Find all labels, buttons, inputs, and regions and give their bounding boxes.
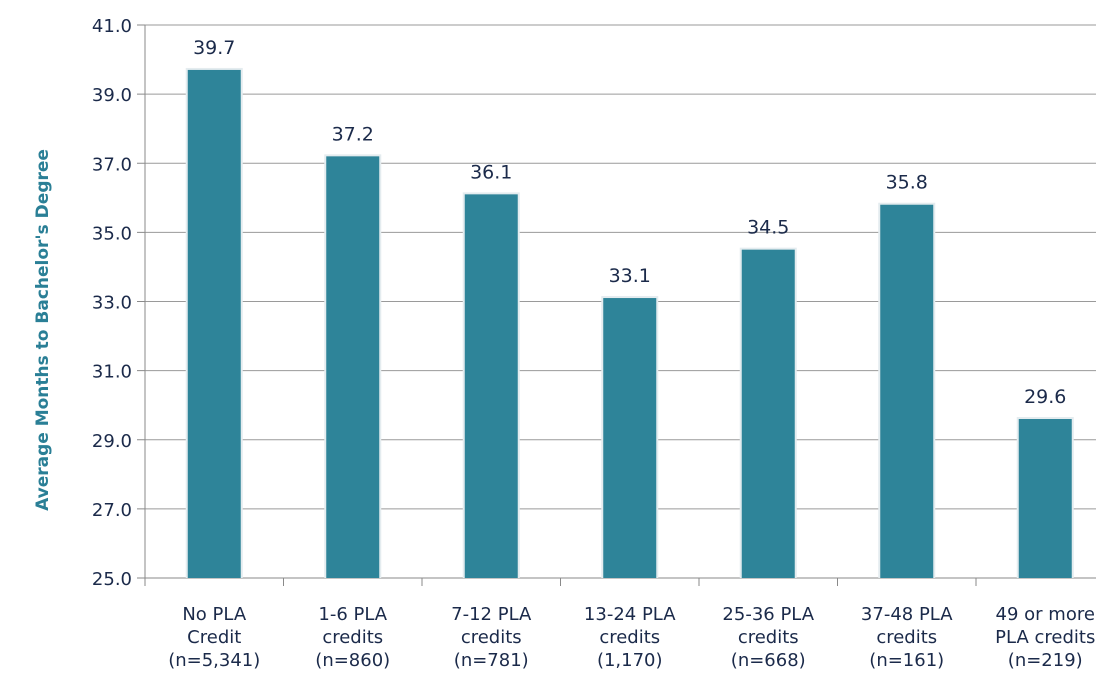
- x-tick-label-line: No PLA: [182, 604, 246, 625]
- x-tick-label-line: (1,170): [597, 650, 663, 671]
- x-tick-label-line: credits: [461, 627, 522, 648]
- x-tick-label-line: (n=668): [731, 650, 806, 671]
- labels: 39.7No PLA Credit (n=5,341)37.21-6 PLA cred…: [168, 37, 1095, 671]
- y-tick-label: 41.0: [92, 16, 132, 37]
- x-tick-label: 25-36 PLA credits (n=668): [722, 604, 814, 671]
- y-tick-label: 25.0: [92, 569, 132, 590]
- x-tick-label-line: 25-36 PLA: [722, 604, 814, 625]
- y-axis-label: Average Months to Bachelor's Degree: [33, 149, 53, 511]
- data-label: 39.7: [193, 37, 235, 59]
- bar: [326, 156, 380, 578]
- data-label: 33.1: [609, 265, 651, 287]
- data-label: 35.8: [886, 172, 928, 194]
- x-tick-label-line: (n=161): [869, 650, 944, 671]
- y-tick-label: 37.0: [92, 154, 132, 175]
- x-tick-label-line: (n=781): [454, 650, 529, 671]
- x-tick-label-line: Credit: [187, 627, 241, 648]
- x-tick-label: 37-48 PLA credits (n=161): [861, 604, 953, 671]
- bar: [464, 194, 518, 578]
- x-tick-label-line: credits: [876, 627, 937, 648]
- x-tick-label-line: 7-12 PLA: [451, 604, 532, 625]
- x-tick-label: 49 or more PLA credits (n=219): [995, 604, 1095, 671]
- y-tick-label: 33.0: [92, 293, 132, 314]
- bar: [1018, 419, 1072, 578]
- bar: [187, 69, 241, 579]
- data-label: 36.1: [470, 161, 512, 183]
- x-tick-label-line: (n=860): [315, 650, 390, 671]
- data-label: 34.5: [747, 217, 789, 239]
- bar: [741, 249, 795, 578]
- y-tick-label: 27.0: [92, 500, 132, 521]
- y-tick-label: 31.0: [92, 362, 132, 383]
- x-tick-label-line: 13-24 PLA: [584, 604, 676, 625]
- x-tick-label-line: credits: [599, 627, 660, 648]
- x-tick-label-line: credits: [738, 627, 799, 648]
- data-label: 37.2: [332, 123, 374, 145]
- x-tick-label: 13-24 PLA credits (1,170): [584, 604, 676, 671]
- bar: [603, 298, 657, 578]
- x-tick-label-line: (n=5,341): [168, 650, 260, 671]
- x-tick-label-line: 37-48 PLA: [861, 604, 953, 625]
- x-tick-label-line: PLA credits: [995, 627, 1095, 648]
- x-tick-label-line: credits: [322, 627, 383, 648]
- y-tick-label: 35.0: [92, 223, 132, 244]
- bar: [880, 204, 934, 578]
- x-tick-label: 7-12 PLA credits (n=781): [451, 604, 532, 671]
- x-tick-label: No PLA Credit (n=5,341): [168, 604, 260, 671]
- x-tick-label-line: 49 or more: [996, 604, 1095, 625]
- x-tick-label: 1-6 PLA credits (n=860): [315, 604, 390, 671]
- y-tick-label: 29.0: [92, 431, 132, 452]
- bars: [185, 67, 1074, 579]
- y-tick-label: 39.0: [92, 85, 132, 106]
- x-tick-label-line: (n=219): [1008, 650, 1083, 671]
- data-label: 29.6: [1024, 386, 1066, 408]
- x-tick-label-line: 1-6 PLA: [318, 604, 387, 625]
